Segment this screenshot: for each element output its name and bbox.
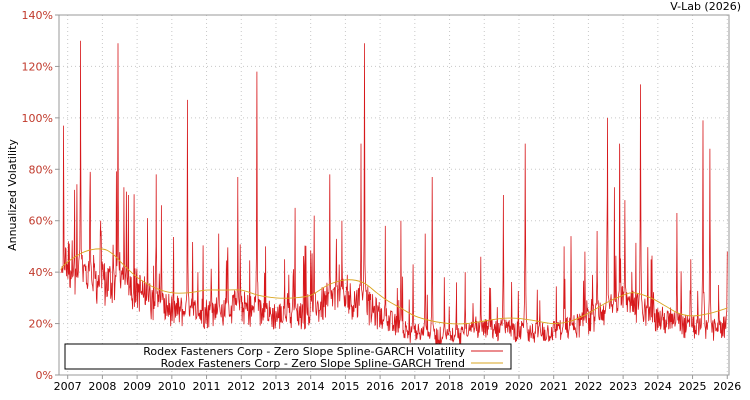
x-tick-label: 2019 [470,380,498,393]
x-tick-label: 2007 [54,380,82,393]
y-tick-label: 100% [22,112,53,125]
x-axis-ticks: 2007 2008 2009 2010 2011 2012 2013 2014 2015 2016… [54,375,741,393]
y-tick-label: 40% [29,266,53,279]
x-tick-label: 2023 [609,380,637,393]
y-tick-label: 60% [29,215,53,228]
x-tick-label: 2020 [505,380,533,393]
x-tick-label: 2024 [644,380,672,393]
y-axis-label: Annualized Volatility [6,139,19,251]
x-tick-label: 2014 [297,380,325,393]
legend: Rodex Fasteners Corp - Zero Slope Spline… [64,343,512,370]
y-tick-label: 80% [29,163,53,176]
x-tick-label: 2016 [366,380,394,393]
x-tick-label: 2011 [193,380,221,393]
x-tick-label: 2026 [713,380,741,393]
y-axis-ticks: 0% 20% 40% 60% 80% 100% 120% 140% [22,9,59,382]
x-tick-label: 2025 [679,380,707,393]
x-tick-label: 2008 [88,380,116,393]
legend-label-volatility: Rodex Fasteners Corp - Zero Slope Spline… [143,345,465,358]
legend-label-trend: Rodex Fasteners Corp - Zero Slope Spline… [161,357,465,370]
x-tick-label: 2018 [436,380,464,393]
x-tick-label: 2013 [262,380,290,393]
x-tick-label: 2022 [574,380,602,393]
series-trend-line [60,248,728,325]
plot-area [60,40,728,347]
plot-frame [58,14,730,376]
x-tick-label: 2015 [331,380,359,393]
x-tick-label: 2010 [158,380,186,393]
y-tick-label: 20% [29,318,53,331]
x-tick-label: 2009 [123,380,151,393]
y-tick-label: 140% [22,9,53,22]
x-tick-label: 2021 [540,380,568,393]
x-tick-label: 2017 [401,380,429,393]
chart-credit: V-Lab (2026) [670,0,741,13]
y-tick-label: 0% [36,369,53,382]
series-volatility-line [60,40,728,347]
legend-box [64,343,512,370]
y-tick-label: 120% [22,60,53,73]
x-tick-label: 2012 [227,380,255,393]
